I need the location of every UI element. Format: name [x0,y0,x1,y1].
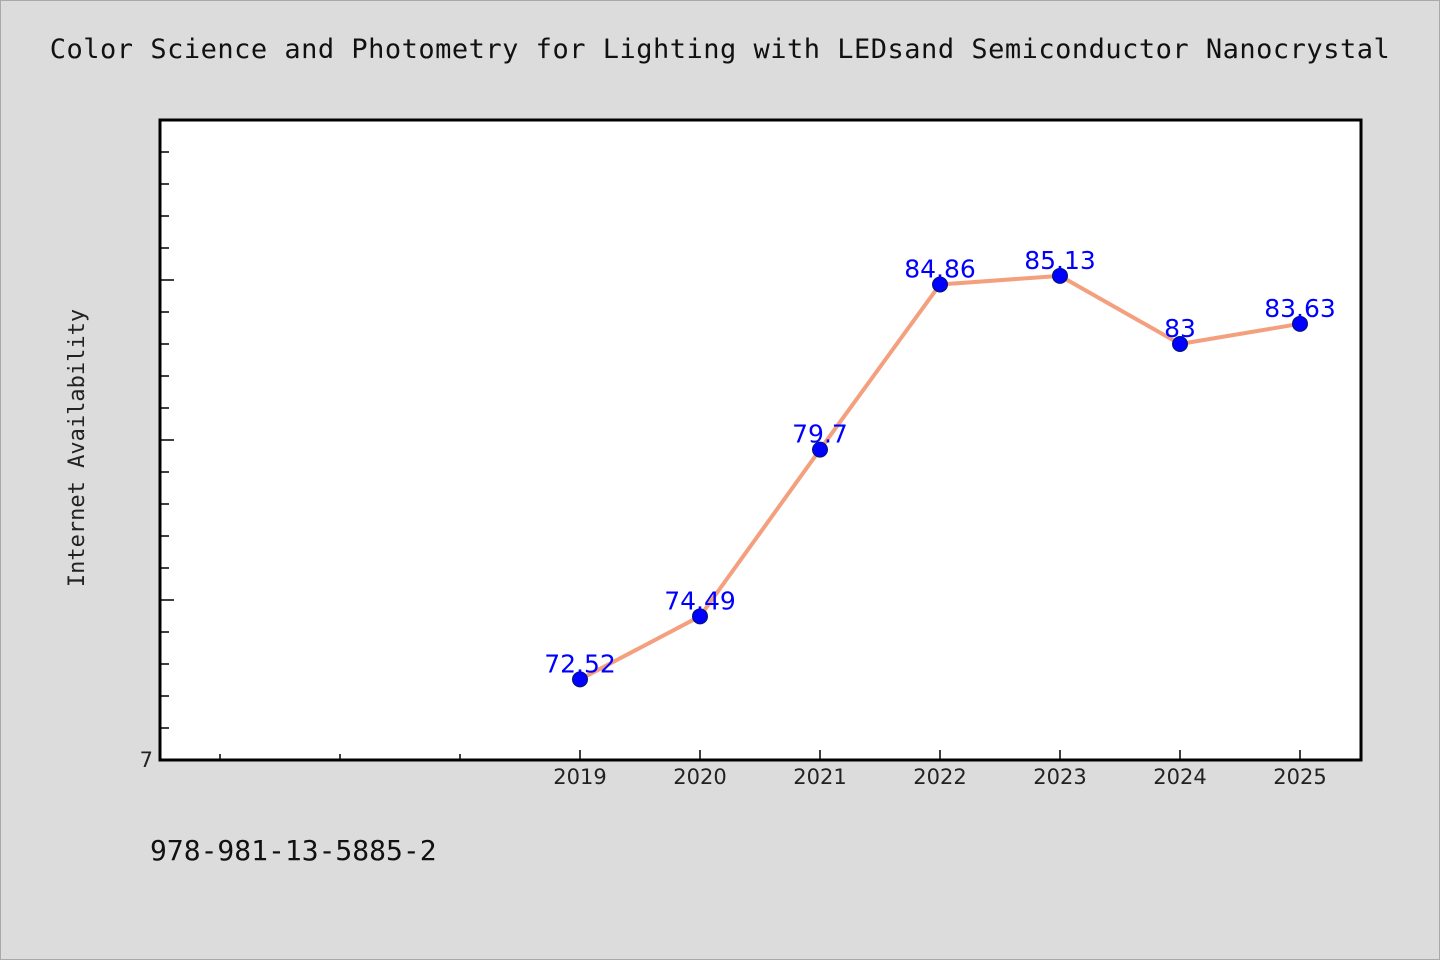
x-tick-label: 2019 [553,765,606,789]
x-tick-label: 2021 [793,765,846,789]
y-tick-label: 7 [140,748,153,772]
x-tick-label: 2022 [913,765,966,789]
data-label: 85.13 [1024,246,1096,275]
plot-area [158,118,1363,762]
data-label: 84.86 [904,254,976,283]
data-point [1292,315,1308,332]
data-label: 72.52 [544,649,616,678]
y-axis-ticks [160,151,174,729]
data-markers [572,267,1308,688]
isbn-footer: 978-981-13-5885-2 [150,834,437,867]
data-point [572,671,588,688]
x-tick-label: 2024 [1153,765,1206,789]
x-tick-label: 2023 [1033,765,1086,789]
data-point [692,608,708,625]
x-tick-label: 2025 [1273,765,1326,789]
y-axis-title: Internet Availability [65,309,90,587]
data-label: 74.49 [664,586,736,615]
x-tick-label: 2020 [673,765,726,789]
data-label: 83.63 [1264,294,1336,323]
x-axis-tick-labels: 2019 2020 2021 2022 2023 2024 2025 [553,765,1326,789]
data-point [1052,267,1068,284]
data-label: 83 [1164,314,1196,343]
data-point [1172,336,1188,352]
data-label: 79.7 [792,420,848,449]
chart-title: Color Science and Photometry for Lightin… [49,34,1391,65]
data-point [812,441,828,458]
data-point [932,276,948,293]
x-axis-ticks [219,750,1301,760]
data-labels: 72.52 74.49 79.7 84.86 85.13 83 83.63 [544,246,1336,679]
